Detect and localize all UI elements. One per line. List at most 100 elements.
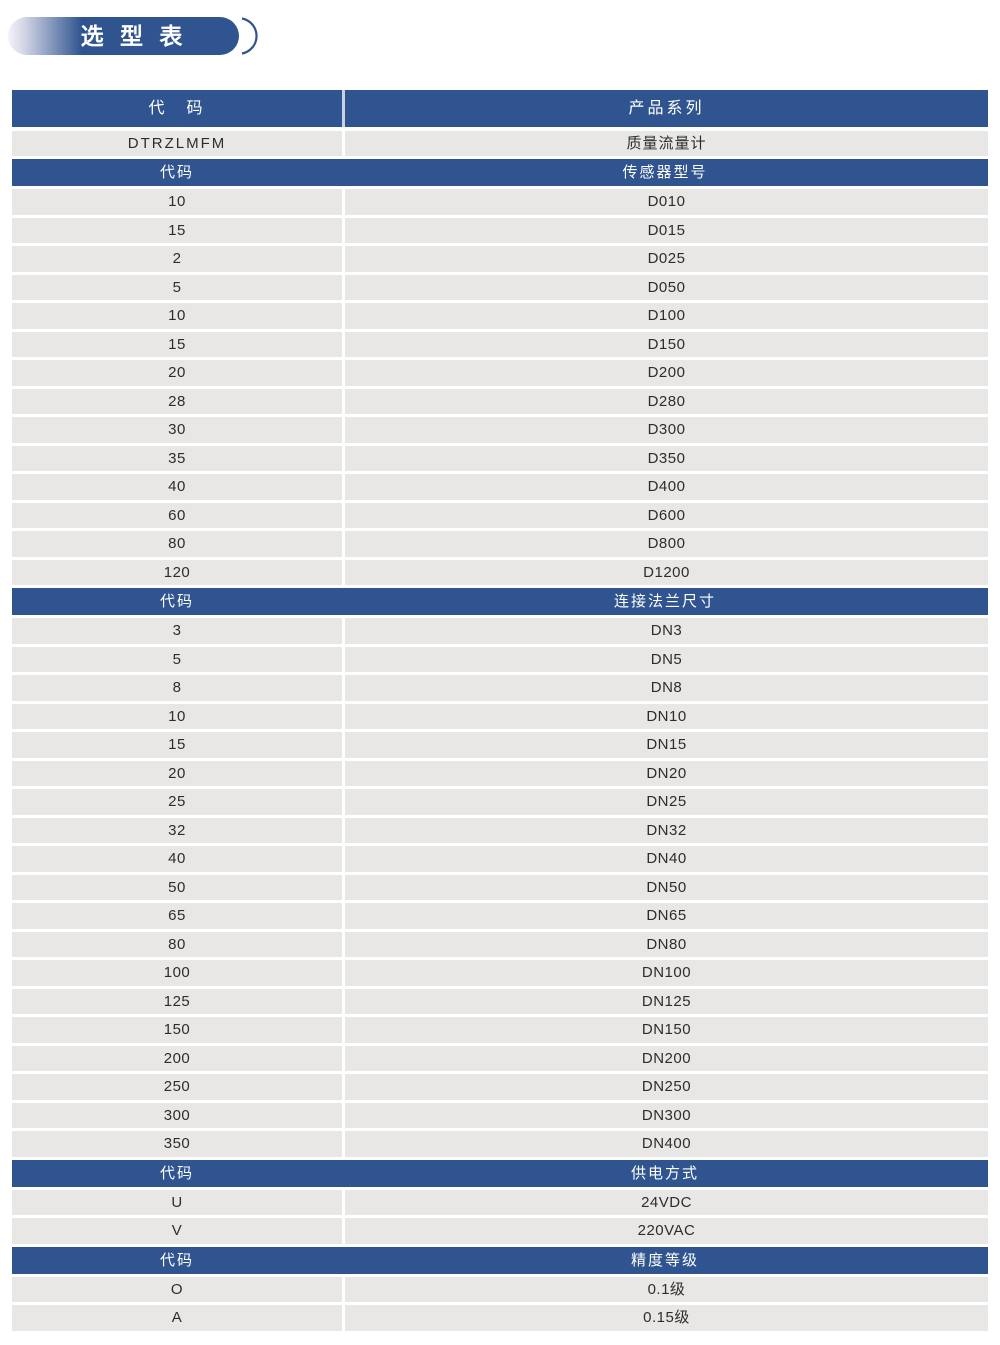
code-cell: 10 (12, 303, 342, 329)
value-cell: D200 (345, 360, 988, 386)
code-cell: 50 (12, 874, 342, 900)
table-row: 125 DN125 (12, 988, 988, 1014)
section-code-header-cell: 代码 (159, 593, 194, 610)
value-cell: DN300 (345, 1102, 988, 1128)
code-cell: 40 (12, 846, 342, 872)
table-row: 10 D010 (12, 189, 988, 215)
table-row: 350 DN400 (12, 1131, 988, 1157)
code-column-header: 代 码 (12, 90, 342, 127)
table-row: 20 D200 (12, 360, 988, 386)
value-cell: D050 (345, 274, 988, 300)
table-row: 25 DN25 (12, 789, 988, 815)
value-cell: DN32 (345, 817, 988, 843)
table-row: 120 D1200 (12, 559, 988, 585)
value-cell: D300 (345, 417, 988, 443)
table-row: 15 D150 (12, 331, 988, 357)
value-cell: DN8 (345, 675, 988, 701)
value-cell: D800 (345, 531, 988, 557)
table-row: 15 DN15 (12, 732, 988, 758)
code-cell: 5 (12, 646, 342, 672)
value-cell: 24VDC (345, 1189, 988, 1215)
value-cell: DN10 (345, 703, 988, 729)
table-row: 15 D015 (12, 217, 988, 243)
value-cell: 220VAC (345, 1218, 988, 1244)
code-cell: 32 (12, 817, 342, 843)
table-row: 5 DN5 (12, 646, 988, 672)
table-row: A 0.15级 (12, 1305, 988, 1331)
table-row: 40 DN40 (12, 846, 988, 872)
code-cell: U (12, 1189, 342, 1215)
table-row: 3 DN3 (12, 618, 988, 644)
section-code-header-cell: 代码 (159, 1164, 194, 1182)
code-cell: 200 (12, 1045, 342, 1071)
table-sections: 代码 传感器型号 10 D010 15 D015 2 D025 5 D050 10 D100 15 D15… (12, 159, 988, 1331)
code-cell: 120 (12, 559, 342, 585)
value-cell: DN400 (345, 1131, 988, 1157)
code-cell: 28 (12, 388, 342, 414)
value-cell: DN200 (345, 1045, 988, 1071)
code-cell: 15 (12, 217, 342, 243)
section-header-row: 代码 连接法兰尺寸 (12, 588, 988, 615)
value-cell: DN5 (345, 646, 988, 672)
value-cell: 0.15级 (345, 1305, 988, 1331)
table-row: 60 D600 (12, 502, 988, 528)
section-title-header-cell: 供电方式 (630, 1164, 699, 1182)
table-row: 250 DN250 (12, 1074, 988, 1100)
code-cell: 65 (12, 903, 342, 929)
title-pill (8, 17, 239, 55)
product-name-cell: 质量流量计 (345, 131, 988, 156)
value-cell: DN150 (345, 1017, 988, 1043)
table-row: 8 DN8 (12, 675, 988, 701)
page-title: 选 型 表 (81, 23, 188, 49)
table-row: 65 DN65 (12, 903, 988, 929)
table-row: 100 DN100 (12, 960, 988, 986)
value-cell: D400 (345, 474, 988, 500)
selection-table: 代 码 产品系列 DTRZLMFM 质量流量计 代码 传感器型号 10 D010 15 D… (12, 90, 988, 1331)
value-cell: 0.1级 (345, 1276, 988, 1302)
value-cell: DN50 (345, 874, 988, 900)
value-cell: DN20 (345, 760, 988, 786)
section-title-header-cell: 传感器型号 (622, 164, 708, 181)
table-row: 10 DN10 (12, 703, 988, 729)
table-row: 80 D800 (12, 531, 988, 557)
title-crescent-arc (241, 17, 258, 55)
section-header-row: 代码 精度等级 (12, 1246, 988, 1274)
value-cell: DN3 (345, 618, 988, 644)
table-row: 50 DN50 (12, 874, 988, 900)
value-cell: DN65 (345, 903, 988, 929)
value-cell: DN125 (345, 988, 988, 1014)
section-code-header-cell: 代码 (159, 164, 194, 181)
value-cell: D025 (345, 246, 988, 272)
section-code-header-cell: 代码 (159, 1251, 194, 1269)
table-row: 10 D100 (12, 303, 988, 329)
value-cell: DN25 (345, 789, 988, 815)
section-title-header-cell: 精度等级 (630, 1251, 699, 1269)
value-cell: D280 (345, 388, 988, 414)
value-cell: D010 (345, 189, 988, 215)
code-cell: 10 (12, 703, 342, 729)
code-cell: O (12, 1276, 342, 1302)
section-header-row: 代码 传感器型号 (12, 159, 988, 186)
table-row: 28 D280 (12, 388, 988, 414)
code-cell: 10 (12, 189, 342, 215)
value-cell: DN40 (345, 846, 988, 872)
table-row: V 220VAC (12, 1218, 988, 1244)
code-cell: 15 (12, 732, 342, 758)
code-cell: 35 (12, 445, 342, 471)
code-cell: 100 (12, 960, 342, 986)
code-cell: 20 (12, 760, 342, 786)
table-row: U 24VDC (12, 1189, 988, 1215)
code-cell: 350 (12, 1131, 342, 1157)
table-row: 5 D050 (12, 274, 988, 300)
code-cell: 300 (12, 1102, 342, 1128)
table-row: 35 D350 (12, 445, 988, 471)
code-cell: 125 (12, 988, 342, 1014)
code-cell: 3 (12, 618, 342, 644)
code-cell: 2 (12, 246, 342, 272)
value-cell: D150 (345, 331, 988, 357)
code-cell: 30 (12, 417, 342, 443)
section-header-row: 代码 供电方式 (12, 1159, 988, 1187)
code-cell: A (12, 1305, 342, 1331)
table-row: 20 DN20 (12, 760, 988, 786)
code-cell: 40 (12, 474, 342, 500)
